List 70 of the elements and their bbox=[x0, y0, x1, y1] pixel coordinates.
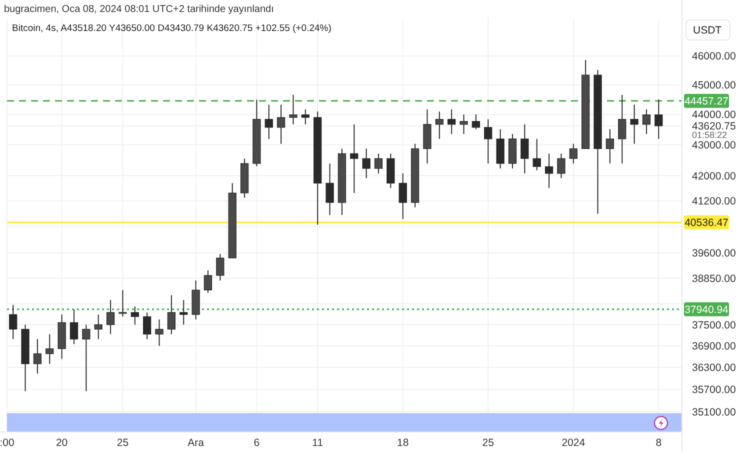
x-tick-label: Ara bbox=[188, 437, 204, 449]
candlestick bbox=[460, 114, 468, 135]
candlestick bbox=[642, 108, 651, 135]
candlestick bbox=[143, 312, 152, 340]
chart-title: bugracimen, Oca 08, 2024 08:01 UTC+2 tarihinde yayınlandı bbox=[4, 4, 274, 15]
candlestick bbox=[155, 318, 164, 346]
ref-line-label: 44457.27 bbox=[684, 96, 729, 108]
candlestick bbox=[606, 128, 614, 164]
candlestick bbox=[130, 306, 139, 326]
candlestick bbox=[9, 304, 18, 340]
y-tick-label: 43000.00 bbox=[692, 139, 736, 152]
x-tick-label: 8 bbox=[656, 437, 662, 449]
candlestick bbox=[618, 94, 626, 164]
y-tick-label: 44000.00 bbox=[692, 109, 736, 122]
candlestick bbox=[448, 108, 456, 135]
candlestick bbox=[106, 299, 115, 335]
candlestick bbox=[569, 143, 578, 164]
candlestick bbox=[532, 138, 541, 171]
candlestick bbox=[557, 153, 566, 179]
candlestick bbox=[398, 172, 407, 220]
candlestick bbox=[70, 309, 78, 345]
candlestick bbox=[94, 314, 102, 340]
candlestick bbox=[520, 124, 529, 174]
candlestick bbox=[276, 104, 286, 144]
candlestick bbox=[289, 94, 298, 125]
candlestick bbox=[118, 290, 127, 318]
candlestick bbox=[472, 114, 480, 130]
candlestick bbox=[484, 118, 492, 164]
text: 01:58:22 bbox=[692, 130, 728, 140]
y-tick-label: 41200.00 bbox=[692, 196, 736, 208]
x-tick-label: 2024 bbox=[562, 437, 586, 449]
y-tick-label: 35700.00 bbox=[692, 384, 736, 396]
candlestick bbox=[374, 153, 383, 174]
x-tick-label: 6 bbox=[254, 437, 260, 449]
candlestick bbox=[630, 104, 638, 144]
candlestick bbox=[46, 334, 54, 364]
y-tick-label: 42000.00 bbox=[692, 170, 736, 182]
candlestick bbox=[33, 338, 42, 374]
x-tick-label: 25 bbox=[482, 437, 494, 449]
y-tick-label: 36300.00 bbox=[692, 362, 736, 374]
y-tick-label: 46000.00 bbox=[692, 50, 736, 63]
candlestick bbox=[654, 99, 663, 140]
candlestick bbox=[544, 153, 554, 188]
x-tick-label: :00 bbox=[0, 437, 14, 449]
candlestick bbox=[180, 299, 188, 326]
candlestick bbox=[350, 124, 358, 194]
y-tick-label: 39600.00 bbox=[692, 248, 736, 260]
x-tick-label: 25 bbox=[116, 437, 129, 449]
y-tick-label: 45000.00 bbox=[692, 80, 736, 92]
ref-line-label: 40536.47 bbox=[684, 216, 729, 229]
candlestick bbox=[167, 294, 176, 335]
candlestick bbox=[82, 324, 90, 392]
ref-line-label: 37940.94 bbox=[684, 304, 729, 316]
candlestick bbox=[204, 270, 212, 294]
y-tick-label: 38850.00 bbox=[692, 272, 736, 285]
candlestick bbox=[326, 162, 334, 216]
y-tick-label: 37500.00 bbox=[692, 319, 736, 332]
x-tick-label: 20 bbox=[56, 437, 68, 449]
candlestick bbox=[301, 108, 310, 125]
y-axis-title: USDT bbox=[693, 24, 722, 37]
y-tick-label: 43620.75 bbox=[692, 120, 736, 133]
y-tick-label: 36900.00 bbox=[692, 340, 736, 353]
y-tick-label: 35100.00 bbox=[692, 406, 736, 418]
candlestick bbox=[216, 254, 224, 282]
x-tick-label: 18 bbox=[397, 437, 409, 449]
candlestick bbox=[362, 148, 370, 179]
text: Bitcoin, 4s, A43518.20 Y43650.00 D43430.79 K43620.75 +102.55 (+0.24%) bbox=[12, 23, 332, 34]
candlestick bbox=[264, 104, 273, 140]
x-tick-label: 11 bbox=[312, 437, 324, 449]
candlestick bbox=[435, 110, 444, 140]
